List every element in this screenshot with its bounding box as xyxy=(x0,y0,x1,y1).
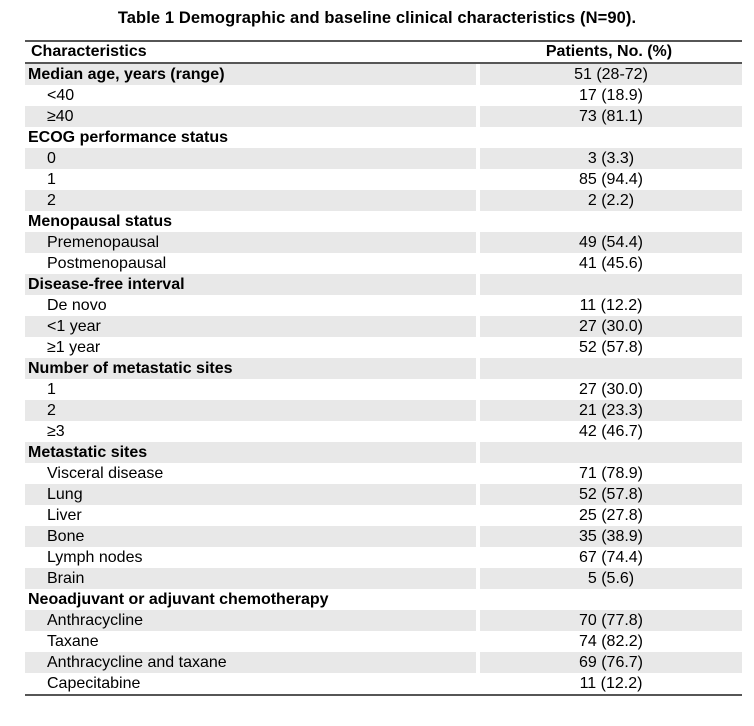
row-label: Liver xyxy=(47,507,82,524)
row-label: Menopausal status xyxy=(28,213,173,230)
table-row: Premenopausal 49 (54.4) xyxy=(25,232,742,253)
row-label: 1 xyxy=(47,171,56,188)
row-value: 42 (46.7) xyxy=(476,421,742,442)
row-value xyxy=(476,211,742,232)
row-value xyxy=(476,442,742,463)
row-label: Taxane xyxy=(47,633,99,650)
row-value: 3 (3.3) xyxy=(476,148,742,169)
row-value xyxy=(476,589,742,610)
table-row: 1 27 (30.0) xyxy=(25,379,742,400)
row-value: 17 (18.9) xyxy=(476,85,742,106)
row-label: ≥40 xyxy=(25,106,476,127)
row-label: Visceral disease xyxy=(47,465,164,482)
row-value xyxy=(476,274,742,295)
row-value: 11 (12.2) xyxy=(476,673,742,694)
row-label: Number of metastatic sites xyxy=(25,358,476,379)
row-label: <1 year xyxy=(25,316,476,337)
row-label: ≥3 xyxy=(47,423,65,440)
table-title: Table 1 Demographic and baseline clinica… xyxy=(117,9,637,27)
row-value: 2 (2.2) xyxy=(476,190,742,211)
row-label: ECOG performance status xyxy=(28,129,229,146)
table-row: Liver 25 (27.8) xyxy=(25,505,742,526)
row-label: Lymph nodes xyxy=(47,549,143,566)
table-row: Lung 52 (57.8) xyxy=(25,484,742,505)
row-label: Median age, years (range) xyxy=(25,64,476,85)
table-body: Median age, years (range) 51 (28-72) <40… xyxy=(25,64,742,694)
row-value xyxy=(476,127,742,148)
characteristics-table: Characteristics Patients, No. (%) Median… xyxy=(25,40,742,696)
row-value: 27 (30.0) xyxy=(476,316,742,337)
table-row: Neoadjuvant or adjuvant chemotherapy xyxy=(25,589,742,610)
row-value: 49 (54.4) xyxy=(476,232,742,253)
header-cell-characteristics: Characteristics xyxy=(25,42,476,64)
row-label: Metastatic sites xyxy=(25,442,476,463)
row-value: 69 (76.7) xyxy=(476,652,742,673)
table-row: <40 17 (18.9) xyxy=(25,85,742,106)
table-row: Number of metastatic sites xyxy=(25,358,742,379)
table-header-row: Characteristics Patients, No. (%) xyxy=(25,42,742,64)
row-value: 25 (27.8) xyxy=(476,505,742,526)
row-label: 0 xyxy=(25,148,476,169)
row-value: 11 (12.2) xyxy=(476,295,742,316)
table-row: Median age, years (range) 51 (28-72) xyxy=(25,64,742,85)
table-row: ECOG performance status xyxy=(25,127,742,148)
table-row: ≥3 42 (46.7) xyxy=(25,421,742,442)
row-label: Lung xyxy=(25,484,476,505)
table-row: 2 21 (23.3) xyxy=(25,400,742,421)
row-value: 67 (74.4) xyxy=(476,547,742,568)
row-value: 71 (78.9) xyxy=(476,463,742,484)
table-row: 1 85 (94.4) xyxy=(25,169,742,190)
table-row: Menopausal status xyxy=(25,211,742,232)
table-row: Brain 5 (5.6) xyxy=(25,568,742,589)
table-row: Disease-free interval xyxy=(25,274,742,295)
table-row: ≥40 73 (81.1) xyxy=(25,106,742,127)
row-label: 2 xyxy=(25,190,476,211)
table-row: Anthracycline and taxane 69 (76.7) xyxy=(25,652,742,673)
row-value: 73 (81.1) xyxy=(476,106,742,127)
row-value: 35 (38.9) xyxy=(476,526,742,547)
row-value: 74 (82.2) xyxy=(476,631,742,652)
row-label: De novo xyxy=(47,297,107,314)
row-label: 2 xyxy=(25,400,476,421)
row-value: 41 (45.6) xyxy=(476,253,742,274)
table-row: Anthracycline 70 (77.8) xyxy=(25,610,742,631)
table-row: Bone 35 (38.9) xyxy=(25,526,742,547)
row-value: 52 (57.8) xyxy=(476,484,742,505)
table-row: <1 year 27 (30.0) xyxy=(25,316,742,337)
table-row: De novo 11 (12.2) xyxy=(25,295,742,316)
table-row: 2 2 (2.2) xyxy=(25,190,742,211)
row-label: Anthracycline xyxy=(25,610,476,631)
row-value xyxy=(476,358,742,379)
row-label: <40 xyxy=(47,87,75,104)
row-label: Bone xyxy=(25,526,476,547)
row-value: 52 (57.8) xyxy=(476,337,742,358)
row-value: 27 (30.0) xyxy=(476,379,742,400)
table-row: 0 3 (3.3) xyxy=(25,148,742,169)
row-label: 1 xyxy=(47,381,56,398)
row-label: Capecitabine xyxy=(47,675,141,692)
row-label: Neoadjuvant or adjuvant chemotherapy xyxy=(28,591,329,608)
row-label: Anthracycline and taxane xyxy=(25,652,476,673)
table-row: Visceral disease 71 (78.9) xyxy=(25,463,742,484)
row-label: Postmenopausal xyxy=(47,255,167,272)
row-value: 85 (94.4) xyxy=(476,169,742,190)
table-row: Taxane 74 (82.2) xyxy=(25,631,742,652)
table-row: Capecitabine 11 (12.2) xyxy=(25,673,742,694)
row-value: 5 (5.6) xyxy=(476,568,742,589)
table-row: Postmenopausal 41 (45.6) xyxy=(25,253,742,274)
row-label: Brain xyxy=(25,568,476,589)
table-row: Lymph nodes 67 (74.4) xyxy=(25,547,742,568)
row-value: 70 (77.8) xyxy=(476,610,742,631)
row-value: 21 (23.3) xyxy=(476,400,742,421)
row-label: Disease-free interval xyxy=(25,274,476,295)
table-row: ≥1 year 52 (57.8) xyxy=(25,337,742,358)
row-value: 51 (28-72) xyxy=(476,64,742,85)
table-row: Metastatic sites xyxy=(25,442,742,463)
row-label: Premenopausal xyxy=(25,232,476,253)
page: Table 1 Demographic and baseline clinica… xyxy=(0,9,754,696)
row-label: ≥1 year xyxy=(47,339,101,356)
header-cell-patients: Patients, No. (%) xyxy=(476,42,742,64)
